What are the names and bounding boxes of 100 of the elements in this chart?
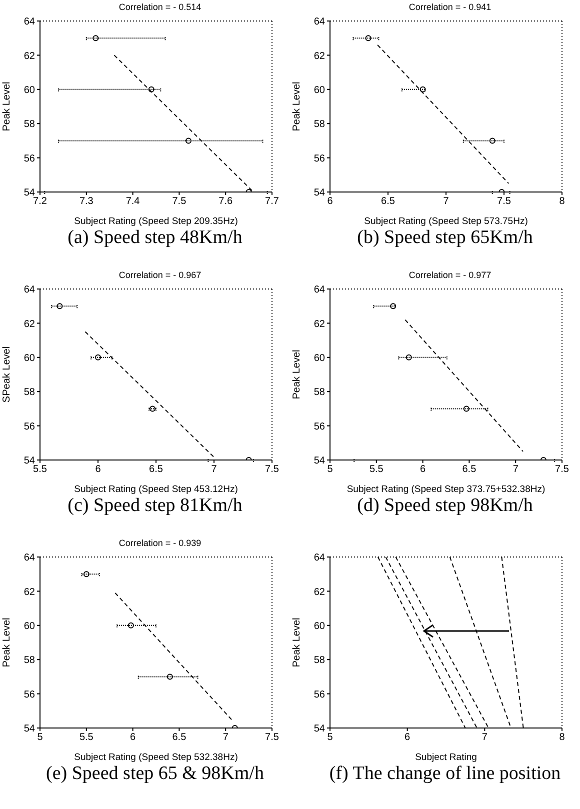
y-tick-label: 60 — [314, 352, 326, 364]
chart-title: Correlation = - 0.514 — [118, 1, 202, 14]
x-axis-title: Subject Rating (Speed Step 209.35Hz) — [74, 216, 238, 227]
text: (f) The change of line position — [328, 762, 562, 786]
y-tick-label: 58 — [24, 655, 36, 666]
point — [166, 674, 173, 680]
x-tick-label: 6 — [95, 464, 102, 476]
y-axis-title: Peak Level — [292, 350, 303, 400]
x-tick-label: 6 — [404, 732, 411, 744]
point — [95, 354, 101, 360]
y-tick-label: 64 — [24, 16, 36, 28]
y-tick-label: 58 — [24, 387, 36, 398]
chart-title: Correlation = - 0.939 — [118, 537, 202, 550]
y-tick-label: 58 — [314, 655, 326, 666]
y-tick-label: 56 — [314, 689, 326, 700]
text: (b) Speed step 65Km/h — [356, 226, 534, 250]
y-tick-label: 58 — [314, 119, 326, 130]
chart-title: Correlation = - 0.967 — [118, 269, 202, 282]
point — [406, 354, 412, 360]
point — [489, 138, 496, 144]
y-tick-label: 56 — [24, 689, 36, 700]
y-tick-label: 54 — [24, 724, 36, 735]
x-tick-label: 7.5 — [172, 196, 187, 208]
y-tick-label: 54 — [24, 188, 36, 199]
text: (e) Speed step 65 & 98Km/h — [45, 762, 265, 786]
x-tick-label: 7 — [443, 196, 450, 208]
x-tick-label: 8 — [559, 196, 566, 208]
x-tick-label: 6 — [130, 732, 136, 744]
x-tick-label: 7.5 — [265, 464, 280, 476]
text: (a) Speed step 48Km/h — [66, 226, 244, 250]
text: (c) Speed step 81Km/h — [66, 494, 244, 518]
x-tick-label: 6.5 — [462, 464, 477, 476]
y-axis-title: Peak Level — [292, 618, 303, 668]
x-tick-label: 7.4 — [126, 196, 140, 208]
text: (d) Speed step 98Km/h — [356, 494, 534, 518]
y-tick-label: 64 — [24, 284, 36, 296]
y-tick-label: 54 — [314, 456, 326, 467]
y-tick-label: 58 — [24, 119, 36, 130]
x-tick-label: 5.5 — [369, 464, 384, 476]
x-tick-label: 7 — [512, 464, 519, 476]
y-tick-label: 56 — [314, 421, 326, 432]
point — [463, 406, 470, 412]
y-axis-title: Peak Level — [292, 82, 303, 132]
x-tick-label: 7.6 — [218, 196, 233, 208]
x-axis-title: Subject Rating (Speed Step 532.38Hz) — [74, 752, 238, 763]
y-tick-label: 64 — [24, 552, 36, 564]
y-tick-label: 64 — [314, 552, 326, 564]
x-axis-title: Subject Rating — [415, 752, 477, 763]
x-tick-label: 6.5 — [172, 732, 187, 744]
y-tick-label: 64 — [314, 16, 326, 28]
y-tick-label: 60 — [24, 620, 36, 632]
y-tick-label: 58 — [314, 387, 326, 398]
y-tick-label: 64 — [314, 284, 326, 296]
x-axis-title: Subject Rating (Speed Step 573.75Hz) — [364, 216, 528, 227]
x-tick-label: 7.5 — [555, 464, 570, 476]
point — [92, 35, 99, 42]
x-tick-label: 6.5 — [381, 196, 396, 208]
x-tick-label: 8 — [559, 732, 566, 744]
y-tick-label: 62 — [24, 318, 36, 330]
y-tick-label: 54 — [314, 188, 326, 199]
x-tick-label: 5.5 — [79, 732, 94, 744]
x-tick-label: 6 — [420, 464, 426, 476]
x-tick-label: 6.5 — [149, 464, 164, 476]
y-tick-label: 60 — [24, 352, 36, 364]
x-tick-label: 5.5 — [33, 464, 48, 476]
x-tick-label: 7.7 — [265, 196, 280, 208]
y-tick-label: 56 — [24, 153, 36, 164]
x-tick-label: 5 — [327, 732, 334, 744]
y-tick-label: 62 — [24, 586, 36, 598]
x-tick-label: 7 — [211, 464, 218, 476]
point — [56, 303, 63, 310]
x-tick-label: 7 — [482, 732, 488, 744]
x-axis-title: Subject Rating (Speed Step 373.75+532.38Hz) — [346, 484, 546, 495]
x-tick-label: 5 — [37, 732, 44, 744]
y-tick-label: 56 — [314, 153, 326, 164]
y-tick-label: 56 — [24, 421, 36, 432]
point — [148, 86, 154, 92]
y-axis-title: SPeak Level — [2, 346, 13, 403]
y-tick-label: 60 — [24, 84, 36, 96]
y-axis-title: Peak Level — [2, 618, 13, 668]
x-tick-label: 5 — [327, 464, 334, 476]
point — [128, 622, 134, 628]
y-tick-label: 54 — [314, 724, 326, 735]
point — [185, 138, 192, 144]
x-axis-title: Subject Rating (Speed Step 453.12Hz) — [74, 484, 238, 495]
x-tick-label: 7 — [222, 732, 229, 744]
y-tick-label: 60 — [314, 620, 326, 632]
point — [365, 35, 372, 42]
chart-title: Correlation = - 0.941 — [408, 1, 492, 14]
y-tick-label: 62 — [24, 50, 36, 62]
y-tick-label: 62 — [314, 50, 326, 62]
x-tick-label: 7.3 — [79, 196, 94, 208]
x-tick-label: 7.5 — [497, 196, 512, 208]
x-tick-label: 7.2 — [33, 196, 48, 208]
y-tick-label: 62 — [314, 318, 326, 330]
x-tick-label: 7.5 — [265, 732, 280, 744]
y-tick-label: 62 — [314, 586, 326, 598]
x-tick-label: 6 — [327, 196, 334, 208]
y-tick-label: 60 — [314, 84, 326, 96]
y-axis-title: Peak Level — [2, 82, 13, 132]
